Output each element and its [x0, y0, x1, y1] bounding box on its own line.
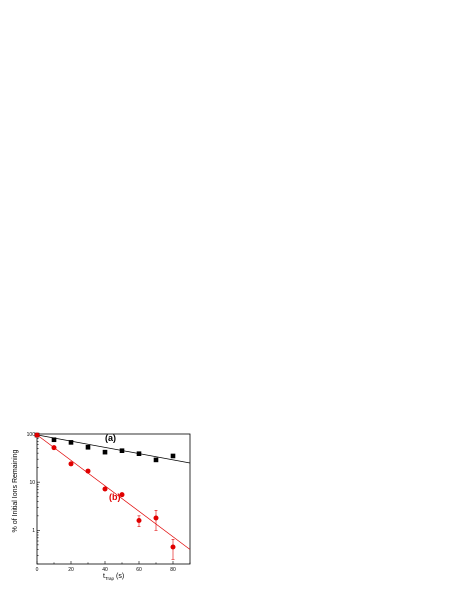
data-point-a [170, 453, 176, 459]
y-tick-label: 1 [32, 528, 35, 534]
x-axis: 0 20 40 60 80 [36, 561, 191, 573]
data-point-a [85, 444, 91, 450]
data-point-b [51, 445, 57, 451]
x-axis-title-sub: Trap [105, 576, 115, 581]
plot-frame [36, 433, 191, 565]
data-point-a [136, 451, 142, 456]
series-label-b: (b) [109, 492, 121, 502]
data-point-b [153, 515, 159, 521]
data-point-b [170, 544, 176, 550]
data-point-b [119, 492, 125, 498]
x-tick-label: 40 [102, 567, 108, 573]
fit-line-b [36, 434, 191, 550]
data-point-b [68, 461, 74, 467]
data-point-b [34, 432, 40, 438]
data-point-a [68, 440, 74, 445]
x-axis-title: tTrap (s) [103, 573, 124, 581]
data-point-a [51, 437, 57, 443]
data-point-a [119, 448, 125, 454]
x-tick-label: 60 [136, 567, 142, 573]
y-tick-label: 10 [29, 480, 35, 486]
x-tick-label: 20 [68, 567, 74, 573]
x-axis-title-unit: (s) [116, 573, 124, 580]
x-axis-title-main: t [103, 573, 105, 580]
data-point-a [102, 449, 108, 455]
data-point-b [102, 486, 108, 492]
x-tick-label: 80 [170, 567, 176, 573]
y-axis-title: % of Initial Ions Remaining [12, 449, 19, 532]
y-axis: 100 10 1 [27, 432, 40, 565]
y-tick-label: 100 [27, 432, 36, 438]
plot-area: 100 10 1 0 20 40 60 80 [27, 432, 191, 573]
data-point-a [153, 457, 159, 463]
series-layer [34, 432, 191, 560]
data-point-b [85, 468, 91, 474]
fit-line-a [36, 434, 191, 464]
data-point-b [136, 518, 142, 524]
series-label-a: (a) [105, 433, 116, 443]
x-tick-label: 0 [36, 567, 39, 573]
